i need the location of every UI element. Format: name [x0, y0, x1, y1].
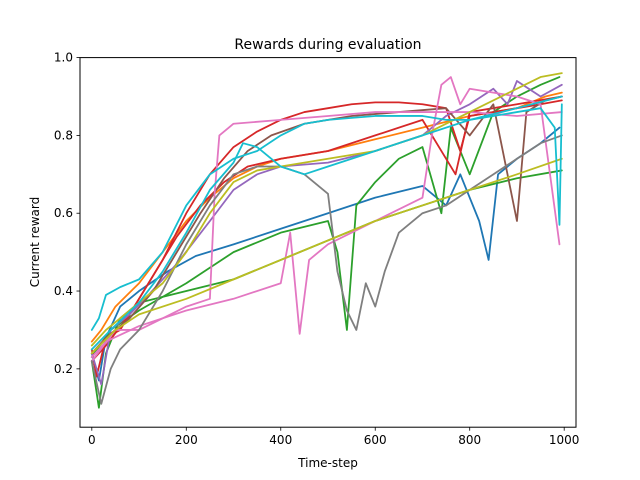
series-line-10 — [90, 111, 563, 362]
y-tick-label: 0.6 — [54, 206, 73, 220]
series-line-11 — [90, 134, 563, 405]
y-axis-label: Current reward — [28, 197, 42, 287]
series-line-15 — [90, 95, 563, 351]
series-lines — [90, 72, 563, 409]
x-axis-ticks: 0 200 400 600 800 1000 — [88, 427, 579, 447]
plot-frame — [79, 57, 577, 428]
chart-title: Rewards during evaluation — [234, 37, 421, 53]
y-tick-label: 1.0 — [54, 51, 73, 65]
series-line-14 — [90, 103, 563, 331]
y-tick-label: 0.2 — [54, 362, 73, 376]
series-line-6 — [90, 95, 563, 362]
series-line-7 — [90, 80, 563, 386]
series-line-1 — [90, 126, 561, 382]
x-tick-label: 600 — [364, 433, 387, 447]
series-line-13 — [90, 157, 563, 355]
y-axis-ticks: 0.2 0.4 0.6 0.8 1.0 — [54, 51, 80, 376]
x-tick-label: 800 — [458, 433, 481, 447]
x-axis-label: Time-step — [297, 456, 358, 470]
series-line-4 — [90, 76, 561, 359]
y-tick-label: 0.8 — [54, 128, 73, 142]
x-tick-label: 1000 — [549, 433, 580, 447]
x-tick-label: 0 — [88, 433, 96, 447]
x-tick-label: 400 — [269, 433, 292, 447]
y-tick-label: 0.4 — [54, 284, 73, 298]
x-tick-label: 200 — [175, 433, 198, 447]
